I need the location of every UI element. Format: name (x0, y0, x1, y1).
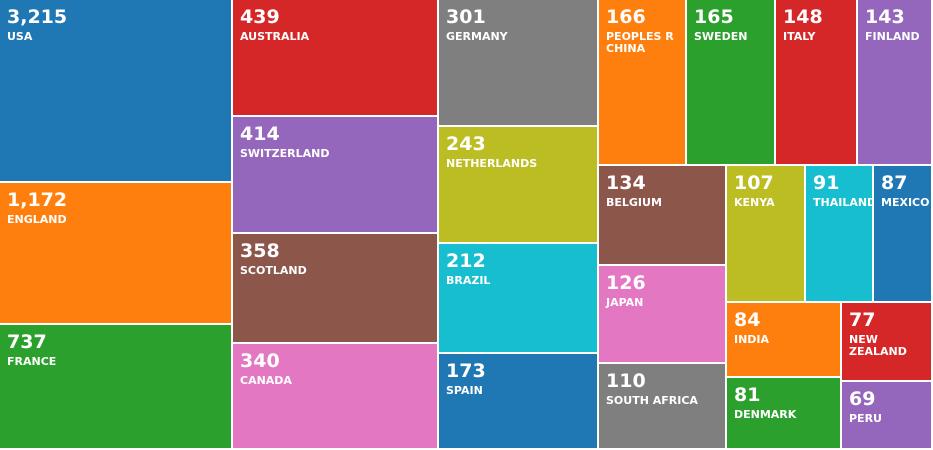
treemap-tile-france: 737 FRANCE (0, 325, 233, 450)
treemap-tile-netherlands: 243 NETHERLANDS (439, 127, 599, 244)
tile-value-england: 1,172 (7, 189, 68, 211)
treemap-tile-mexico: 87 MEXICO (874, 166, 933, 303)
tile-value-peoples-r-china: 166 (606, 6, 646, 28)
tile-value-india: 84 (734, 309, 761, 331)
tile-value-new-zealand: 77 (849, 309, 876, 331)
tile-value-canada: 340 (240, 350, 280, 372)
tile-value-brazil: 212 (446, 250, 486, 272)
tile-label-new-zealand: NEW ZEALAND (849, 333, 907, 358)
tile-label-finland: FINLAND (865, 30, 920, 43)
tile-value-netherlands: 243 (446, 133, 486, 155)
treemap-tile-brazil: 212 BRAZIL (439, 244, 599, 354)
treemap-tile-thailand: 91 THAILAND (806, 166, 874, 303)
tile-value-thailand: 91 (813, 172, 840, 194)
tile-value-italy: 148 (783, 6, 823, 28)
treemap-tile-switzerland: 414 SWITZERLAND (233, 117, 439, 234)
tile-label-kenya: KENYA (734, 196, 775, 209)
treemap-tile-australia: 439 AUSTRALIA (233, 0, 439, 117)
tile-value-finland: 143 (865, 6, 905, 28)
tile-label-mexico: MEXICO (881, 196, 930, 209)
treemap-tile-denmark: 81 DENMARK (727, 378, 842, 450)
treemap-tile-italy: 148 ITALY (776, 0, 858, 166)
tile-label-england: ENGLAND (7, 213, 67, 226)
tile-value-denmark: 81 (734, 384, 761, 406)
tile-value-peru: 69 (849, 388, 876, 410)
tile-value-france: 737 (7, 331, 47, 353)
tile-label-germany: GERMANY (446, 30, 508, 43)
treemap-tile-japan: 126 JAPAN (599, 266, 727, 364)
treemap-tile-scotland: 358 SCOTLAND (233, 234, 439, 344)
treemap-tile-new-zealand: 77 NEW ZEALAND (842, 303, 933, 382)
treemap-tile-england: 1,172 ENGLAND (0, 183, 233, 325)
tile-label-canada: CANADA (240, 374, 292, 387)
tile-label-australia: AUSTRALIA (240, 30, 310, 43)
treemap-tile-germany: 301 GERMANY (439, 0, 599, 127)
tile-value-south-africa: 110 (606, 370, 646, 392)
tile-label-peoples-r-china: PEOPLES R CHINA (606, 30, 674, 55)
tile-value-germany: 301 (446, 6, 486, 28)
treemap-tile-peoples-r-china: 166 PEOPLES R CHINA (599, 0, 687, 166)
treemap-tile-peru: 69 PERU (842, 382, 933, 450)
tile-label-thailand: THAILAND (813, 196, 874, 209)
tile-value-mexico: 87 (881, 172, 908, 194)
treemap-tile-spain: 173 SPAIN (439, 354, 599, 450)
tile-label-italy: ITALY (783, 30, 816, 43)
treemap-tile-canada: 340 CANADA (233, 344, 439, 450)
treemap-tile-belgium: 134 BELGIUM (599, 166, 727, 266)
tile-value-sweden: 165 (694, 6, 734, 28)
tile-value-usa: 3,215 (7, 6, 68, 28)
tile-label-belgium: BELGIUM (606, 196, 662, 209)
tile-value-spain: 173 (446, 360, 486, 382)
tile-value-kenya: 107 (734, 172, 774, 194)
tile-label-peru: PERU (849, 412, 882, 425)
tile-label-india: INDIA (734, 333, 770, 346)
tile-label-netherlands: NETHERLANDS (446, 157, 538, 170)
tile-value-switzerland: 414 (240, 123, 280, 145)
tile-label-spain: SPAIN (446, 384, 483, 397)
treemap-tile-finland: 143 FINLAND (858, 0, 933, 166)
tile-label-japan: JAPAN (606, 296, 644, 309)
treemap-tile-kenya: 107 KENYA (727, 166, 806, 303)
tile-value-australia: 439 (240, 6, 280, 28)
tile-label-switzerland: SWITZERLAND (240, 147, 330, 160)
tile-label-usa: USA (7, 30, 33, 43)
tile-value-japan: 126 (606, 272, 646, 294)
tile-label-brazil: BRAZIL (446, 274, 491, 287)
tile-label-sweden: SWEDEN (694, 30, 748, 43)
tile-label-south-africa: SOUTH AFRICA (606, 394, 698, 407)
treemap-tile-usa: 3,215 USA (0, 0, 233, 183)
treemap-tile-south-africa: 110 SOUTH AFRICA (599, 364, 727, 450)
treemap-tile-sweden: 165 SWEDEN (687, 0, 776, 166)
tile-label-france: FRANCE (7, 355, 57, 368)
tile-value-belgium: 134 (606, 172, 646, 194)
treemap-tile-india: 84 INDIA (727, 303, 842, 378)
tile-label-denmark: DENMARK (734, 408, 797, 421)
tile-value-scotland: 358 (240, 240, 280, 262)
tile-label-scotland: SCOTLAND (240, 264, 307, 277)
